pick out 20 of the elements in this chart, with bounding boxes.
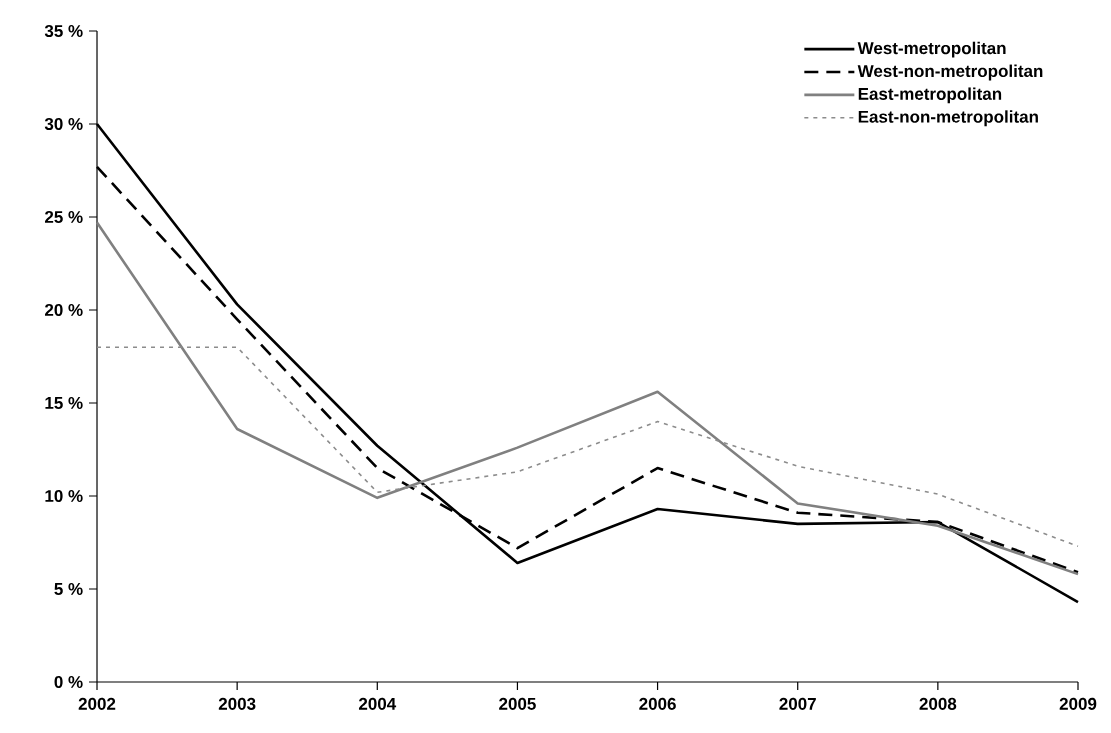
x-tick-label: 2003 <box>218 697 256 710</box>
x-tick-label: 2002 <box>78 697 116 710</box>
y-tick-label: 10 % <box>45 489 83 503</box>
x-tick-label: 2005 <box>499 697 536 710</box>
y-tick-label: 0 % <box>54 675 83 689</box>
y-tick-label: 20 % <box>44 303 83 317</box>
y-tick-label: 30 % <box>44 117 83 131</box>
x-tick-label: 2006 <box>639 697 676 710</box>
x-tick-label: 2007 <box>779 697 816 710</box>
legend-label: West-metropolitan <box>857 41 1006 58</box>
x-tick-label: 2004 <box>358 697 397 710</box>
x-tick-label: 2008 <box>919 697 957 710</box>
y-tick-label: 15 % <box>45 397 83 409</box>
y-tick-label: 25 % <box>44 210 83 224</box>
legend-label: East-non-metropolitan <box>858 110 1038 127</box>
x-tick-label: 2009 <box>1059 697 1097 710</box>
y-tick-label: 35 % <box>44 24 83 38</box>
legend-label: East-metropolitan <box>858 87 1002 104</box>
legend-label: West-non-metropolitan <box>857 64 1043 81</box>
y-tick-label: 5 % <box>54 582 83 595</box>
